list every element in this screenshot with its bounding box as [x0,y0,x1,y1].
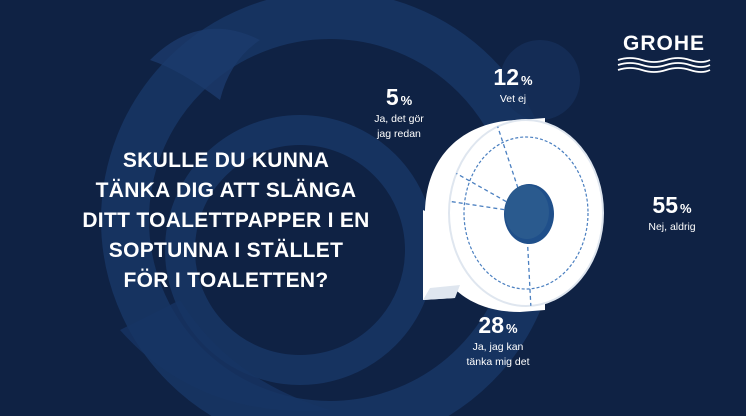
question-line-2: TÄNKA DIG ATT SLÄNGA [95,179,357,202]
question-text: SKULLE DU KUNNA TÄNKA DIG ATT SLÄNGA DIT… [60,146,392,296]
slice-divider-kan [526,239,532,306]
slice-label-vetej: 12% Vet ej [480,64,546,106]
slice-divider-vetej [456,172,507,203]
slice-label-redan: 5% Ja, det gör jag redan [366,84,432,141]
question-line-4: SOPTUNNA I STÄLLET [108,239,344,262]
brand-name: GROHE [622,32,705,55]
slice-unit-redan: % [400,93,413,108]
slice-divider-nej [497,126,519,189]
roll-face-edge [448,119,604,307]
slice-value-vetej: 12 [493,64,520,90]
slice-unit-vetej: % [521,73,533,88]
slice-value-redan: 5 [385,84,399,110]
slice-value-nej: 55 [652,192,679,218]
slice-text-nej: Nej, aldrig [648,221,696,233]
roll-core [505,185,549,239]
slice-text-redan-1: Ja, det gör [374,113,424,125]
slice-text-kan-2: tänka mig det [466,356,530,368]
grohe-logo: GROHE [612,32,716,79]
slice-unit-kan: % [506,321,518,336]
slice-text-vetej: Vet ej [499,93,527,105]
question-line-5: FÖR I TOALETTEN? [123,269,329,292]
slice-text-redan-2: jag redan [377,128,421,140]
slice-label-nej: 55% Nej, aldrig [632,192,712,234]
roll-face-ring [463,136,589,290]
slice-value-kan: 28 [478,312,505,338]
slice-label-kan: 28% Ja, jag kan tänka mig det [450,312,546,369]
question-line-1: SKULLE DU KUNNA [122,149,330,172]
slice-text-kan-1: Ja, jag kan [472,341,524,353]
question-line-3: DITT TOALETTPAPPER I EN [82,209,370,232]
waves-icon [617,57,711,73]
slice-unit-nej: % [680,201,692,216]
slice-dividers [449,126,532,306]
slice-divider-redan [449,200,505,211]
